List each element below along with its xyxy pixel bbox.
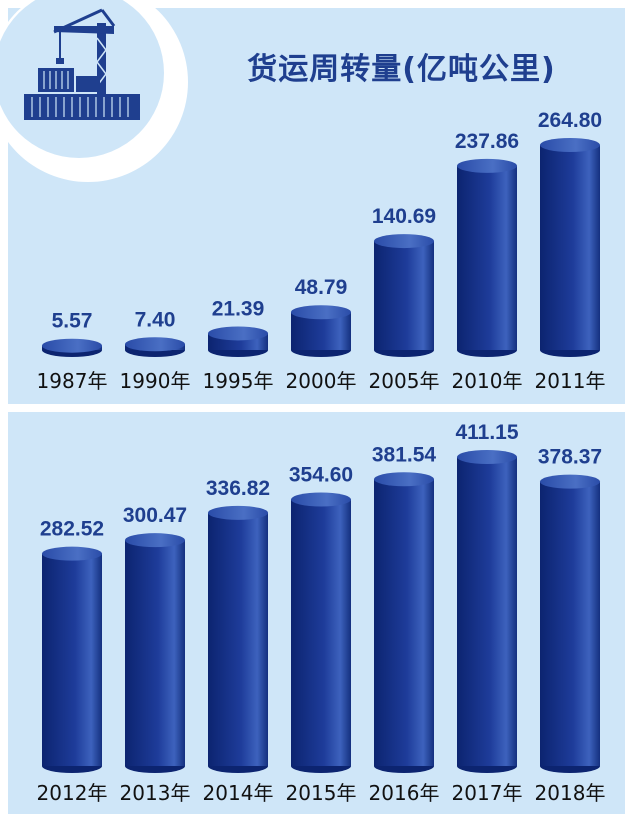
category-label: 2000年 (286, 369, 357, 393)
crane-icon (24, 8, 140, 120)
category-label: 2012年 (37, 781, 108, 805)
category-label: 2010年 (452, 369, 523, 393)
value-label: 48.79 (295, 276, 348, 299)
value-label: 21.39 (212, 297, 265, 320)
value-label: 237.86 (455, 130, 519, 153)
bar-2015年 (291, 492, 351, 773)
bar-1995年 (208, 326, 268, 357)
value-label: 300.47 (123, 504, 187, 527)
value-label: 354.60 (289, 464, 353, 487)
bar-1987年 (42, 338, 102, 357)
value-label: 378.37 (538, 446, 602, 469)
bar-2011年 (540, 138, 600, 357)
bar-2018年 (540, 474, 600, 773)
bar-2010年 (457, 158, 517, 357)
bar-2000年 (291, 305, 351, 357)
value-label: 411.15 (455, 421, 518, 444)
value-label: 381.54 (372, 443, 437, 466)
value-label: 140.69 (372, 205, 436, 228)
category-label: 1990年 (120, 369, 191, 393)
section-divider (8, 404, 625, 412)
category-label: 2011年 (535, 369, 606, 393)
bar-2013年 (125, 533, 185, 773)
category-label: 2018年 (535, 781, 606, 805)
value-label: 5.57 (52, 310, 93, 333)
category-label: 2015年 (286, 781, 357, 805)
category-label: 2016年 (369, 781, 440, 805)
category-label: 1987年 (37, 369, 108, 393)
bar-1990年 (125, 337, 185, 357)
chart-title: 货运周转量(亿吨公里) (247, 52, 556, 87)
bar-2016年 (374, 472, 434, 773)
value-label: 336.82 (206, 477, 270, 500)
category-label: 2017年 (452, 781, 523, 805)
logo-badge (0, 0, 188, 182)
bar-2012年 (42, 546, 102, 773)
value-label: 264.80 (538, 109, 602, 132)
title-bar: 货运周转量(亿吨公里) (178, 16, 625, 102)
category-label: 1995年 (203, 369, 274, 393)
bar-2014年 (208, 505, 268, 773)
value-label: 7.40 (135, 308, 176, 331)
port-crane-container-icon (0, 0, 164, 158)
category-label: 2013年 (120, 781, 191, 805)
value-label: 282.52 (40, 518, 104, 541)
category-label: 2005年 (369, 369, 440, 393)
bar-2017年 (457, 450, 517, 773)
bar-2005年 (374, 234, 434, 357)
category-label: 2014年 (203, 781, 274, 805)
